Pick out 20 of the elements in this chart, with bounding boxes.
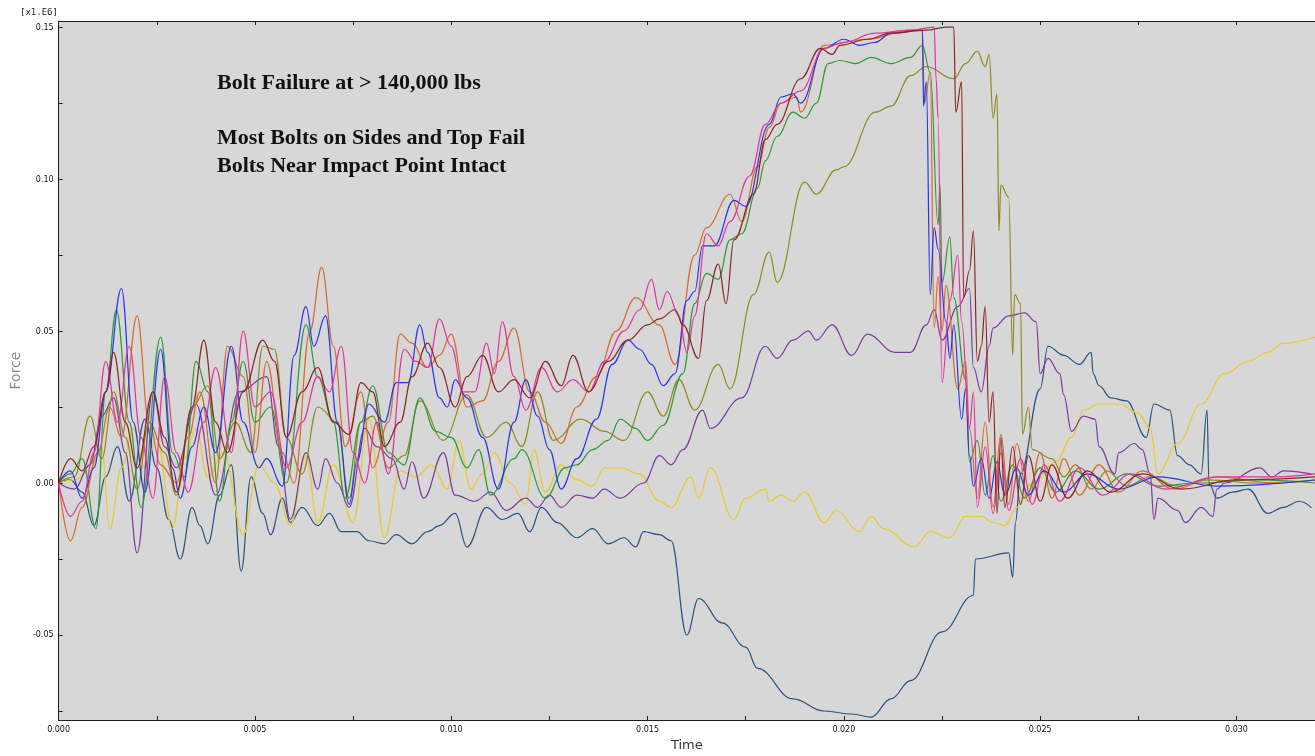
y-tick-label: 0.00 — [35, 478, 54, 488]
line-series — [58, 336, 1315, 548]
x-tick-label: 0.010 — [439, 724, 463, 734]
y-axis-title: Force — [7, 351, 23, 390]
x-tick-label: 0.000 — [47, 724, 71, 734]
y-tick-label: 0.15 — [35, 22, 54, 32]
x-tick-label: 0.020 — [832, 724, 856, 734]
y-tick-label: -0.05 — [32, 630, 54, 640]
line-series — [58, 287, 1312, 554]
annotation: Bolt Failure at > 140,000 lbs — [217, 68, 482, 94]
y-tick-label: 0.05 — [35, 326, 54, 336]
x-tick-label: 0.025 — [1028, 724, 1052, 734]
annotation: Most Bolts on Sides and Top Fail — [217, 123, 526, 149]
text: [x1.E6] — [20, 6, 58, 17]
x-tick-label: 0.030 — [1225, 724, 1248, 734]
y-tick-label: 0.10 — [35, 174, 54, 184]
annotation: Bolts Near Impact Point Intact — [217, 151, 507, 177]
x-tick-label: 0.015 — [636, 724, 659, 734]
x-tick-label: 0.005 — [243, 724, 267, 734]
x-axis-title: Time — [669, 737, 703, 752]
